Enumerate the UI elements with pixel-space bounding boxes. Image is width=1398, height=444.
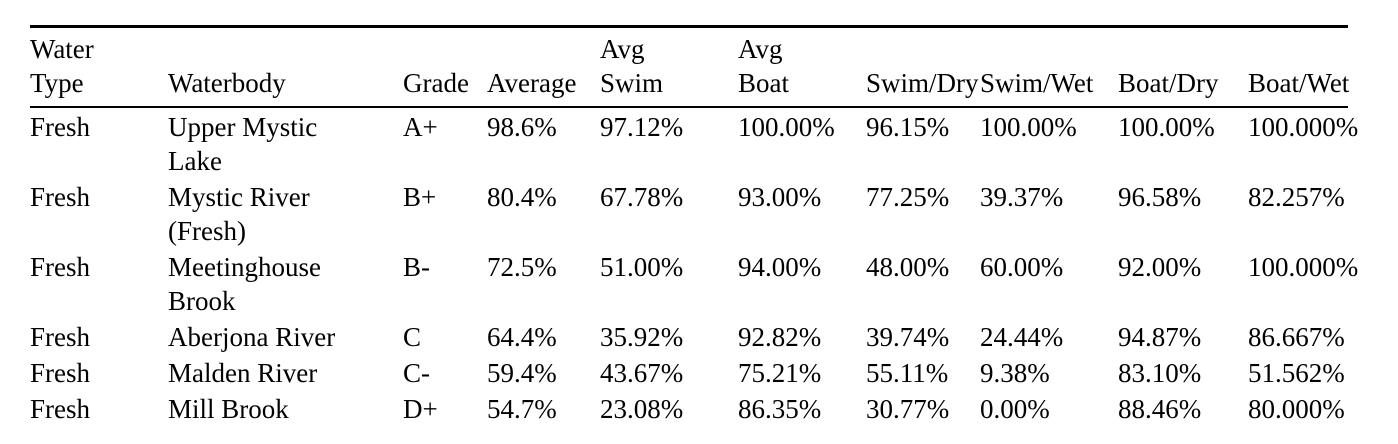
col-header-avg-swim: Avg Swim — [600, 26, 738, 108]
cell-waterbody: Mill Brook — [168, 390, 403, 426]
table-header: Water Type Waterbody Grade Average Avg S… — [30, 26, 1349, 108]
waterbody-name: Meetinghouse Brook — [168, 252, 321, 316]
cell-average: 80.4% — [487, 182, 557, 212]
table-row-mystic-river-fresh: Fresh Mystic River (Fresh) B+ 80.4% 67.7… — [30, 178, 1348, 248]
waterbody-name: Aberjona River — [168, 322, 336, 352]
water-quality-table: Water Type Waterbody Grade Average Avg S… — [30, 25, 1359, 426]
table-body: Fresh Upper Mystic Lake A+ 98.6% 97.12% … — [30, 107, 1359, 426]
waterbody-name: Mystic River (Fresh) — [168, 182, 310, 246]
col-header-waterbody: Waterbody — [168, 26, 403, 108]
cell-swim-wet: 9.38% — [980, 358, 1050, 388]
cell-waterbody: Malden River — [168, 354, 403, 390]
cell-avg-boat: 100.00% — [738, 112, 835, 142]
cell-avg-swim: 51.00% — [600, 252, 684, 282]
cell-avg-swim: 43.67% — [600, 358, 684, 388]
cell-swim-dry: 30.77% — [866, 394, 950, 424]
cell-grade: B+ — [403, 182, 437, 212]
col-header-swim-dry: Swim/Dry — [866, 26, 980, 108]
cell-waterbody: Upper Mystic Lake — [168, 107, 403, 178]
cell-grade: C — [403, 322, 422, 352]
cell-avg-boat: 94.00% — [738, 252, 822, 282]
table-row-upper-mystic-lake: Fresh Upper Mystic Lake A+ 98.6% 97.12% … — [30, 107, 1359, 178]
cell-boat-wet: 51.562% — [1248, 358, 1345, 388]
cell-avg-swim: 35.92% — [600, 322, 684, 352]
cell-swim-dry: 48.00% — [866, 252, 950, 282]
header-row: Water Type Waterbody Grade Average Avg S… — [30, 26, 1349, 108]
cell-water-type: Fresh — [30, 394, 90, 424]
cell-swim-wet: 24.44% — [980, 322, 1064, 352]
cell-boat-dry: 96.58% — [1118, 182, 1202, 212]
cell-swim-dry: 39.74% — [866, 322, 950, 352]
cell-water-type: Fresh — [30, 112, 90, 142]
cell-swim-dry: 96.15% — [866, 112, 950, 142]
waterbody-name: Upper Mystic Lake — [168, 112, 318, 176]
cell-water-type: Fresh — [30, 182, 90, 212]
col-header-boat-dry: Boat/Dry — [1118, 26, 1248, 108]
cell-boat-wet: 100.000% — [1248, 112, 1359, 142]
cell-avg-boat: 93.00% — [738, 182, 822, 212]
cell-grade: C- — [403, 358, 430, 388]
cell-waterbody: Meetinghouse Brook — [168, 248, 403, 318]
cell-boat-dry: 83.10% — [1118, 358, 1202, 388]
cell-swim-wet: 100.00% — [980, 112, 1077, 142]
cell-average: 59.4% — [487, 358, 557, 388]
cell-boat-wet: 86.667% — [1248, 322, 1345, 352]
cell-boat-dry: 92.00% — [1118, 252, 1202, 282]
cell-boat-wet: 82.257% — [1248, 182, 1345, 212]
cell-swim-dry: 55.11% — [866, 358, 949, 388]
cell-water-type: Fresh — [30, 322, 90, 352]
cell-swim-dry: 77.25% — [866, 182, 950, 212]
cell-avg-boat: 75.21% — [738, 358, 822, 388]
cell-boat-dry: 88.46% — [1118, 394, 1202, 424]
cell-grade: B- — [403, 252, 430, 282]
cell-waterbody: Mystic River (Fresh) — [168, 178, 403, 248]
cell-swim-wet: 39.37% — [980, 182, 1064, 212]
document-page: Water Type Waterbody Grade Average Avg S… — [0, 25, 1398, 444]
cell-average: 54.7% — [487, 394, 557, 424]
cell-water-type: Fresh — [30, 252, 90, 282]
cell-avg-boat: 92.82% — [738, 322, 822, 352]
cell-swim-wet: 60.00% — [980, 252, 1064, 282]
cell-avg-swim: 67.78% — [600, 182, 684, 212]
table-row-malden-river: Fresh Malden River C- 59.4% 43.67% 75.21… — [30, 354, 1348, 390]
table-row-meetinghouse-brook: Fresh Meetinghouse Brook B- 72.5% 51.00%… — [30, 248, 1359, 318]
cell-swim-wet: 0.00% — [980, 394, 1050, 424]
cell-avg-swim: 97.12% — [600, 112, 684, 142]
table-row-mill-brook: Fresh Mill Brook D+ 54.7% 23.08% 86.35% … — [30, 390, 1348, 426]
col-header-boat-wet: Boat/Wet — [1248, 26, 1349, 108]
col-header-average: Average — [487, 26, 600, 108]
cell-boat-dry: 100.00% — [1118, 112, 1215, 142]
cell-water-type: Fresh — [30, 358, 90, 388]
cell-grade: A+ — [403, 112, 438, 142]
cell-avg-swim: 23.08% — [600, 394, 684, 424]
cell-average: 64.4% — [487, 322, 557, 352]
col-header-swim-wet: Swim/Wet — [980, 26, 1118, 108]
cell-boat-wet: 80.000% — [1248, 394, 1345, 424]
col-header-avg-boat: Avg Boat — [738, 26, 866, 108]
cell-avg-boat: 86.35% — [738, 394, 822, 424]
col-header-water-type: Water Type — [30, 26, 168, 108]
col-header-grade: Grade — [403, 26, 487, 108]
cell-waterbody: Aberjona River — [168, 318, 403, 354]
cell-average: 98.6% — [487, 112, 557, 142]
waterbody-name: Mill Brook — [168, 394, 289, 424]
cell-boat-wet: 100.000% — [1248, 252, 1359, 282]
cell-grade: D+ — [403, 394, 438, 424]
cell-boat-dry: 94.87% — [1118, 322, 1202, 352]
waterbody-name: Malden River — [168, 358, 318, 388]
cell-average: 72.5% — [487, 252, 557, 282]
table-row-aberjona-river: Fresh Aberjona River C 64.4% 35.92% 92.8… — [30, 318, 1348, 354]
